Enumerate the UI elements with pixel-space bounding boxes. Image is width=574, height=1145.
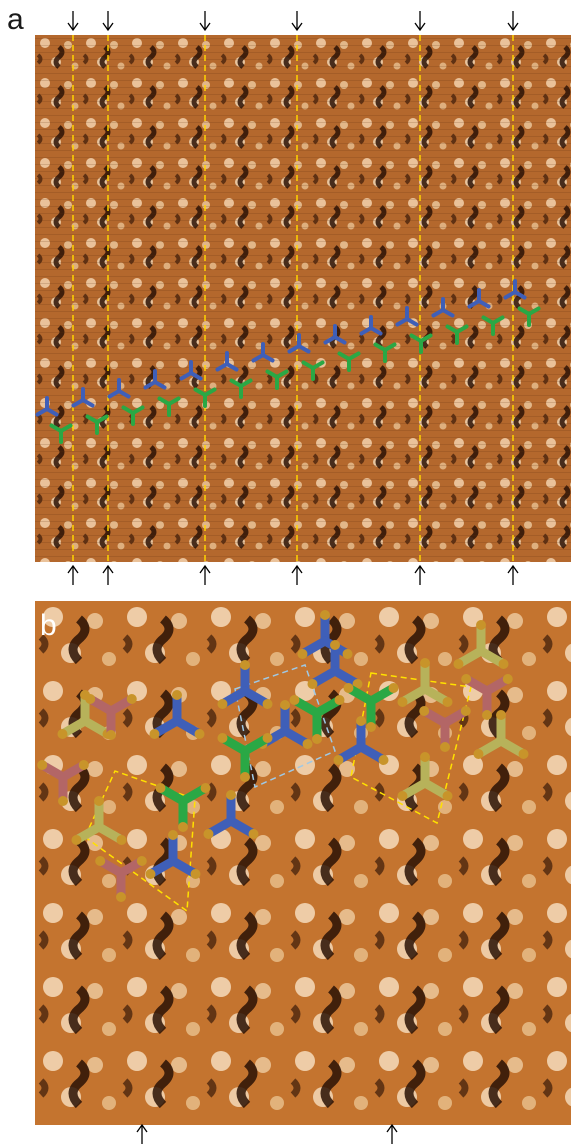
molecule-green: [49, 423, 73, 444]
down-arrow-icon: [290, 10, 304, 32]
molecule-blue: [287, 333, 311, 354]
molecule-blue: [307, 640, 363, 689]
molecule-model-overlay: [37, 610, 529, 902]
molecule-green: [193, 387, 217, 408]
up-arrow-icon: [66, 564, 80, 586]
molecule-green: [121, 405, 145, 426]
molecule-rose: [85, 694, 137, 740]
molecule-blue: [217, 660, 273, 709]
molecule-green: [229, 378, 253, 399]
molecule-olive: [453, 620, 509, 669]
stm-image-panel-b: [35, 601, 571, 1125]
molecule-green: [301, 360, 325, 381]
molecule-green: [289, 695, 345, 744]
molecule-blue: [395, 306, 419, 327]
molecule-blue: [149, 690, 205, 739]
up-arrow-icon: [101, 564, 115, 586]
molecule-rose: [419, 706, 471, 752]
molecule-green: [265, 369, 289, 390]
molecule-blue: [503, 279, 527, 300]
molecule-blue: [35, 396, 59, 417]
molecule-blue: [179, 360, 203, 381]
up-arrow-icon: [385, 1123, 399, 1145]
unit-cell-yellow-left: [84, 770, 196, 913]
guide-lines-a: [72, 35, 514, 562]
down-arrow-icon: [413, 10, 427, 32]
molecule-rose: [95, 856, 147, 902]
up-arrow-icon: [506, 564, 520, 586]
down-arrow-icon: [101, 10, 115, 32]
up-arrow-icon: [413, 564, 427, 586]
molecule-green: [217, 733, 273, 782]
molecule-olive: [397, 752, 453, 801]
molecule-green: [343, 683, 399, 732]
molecule-blue: [467, 288, 491, 309]
molecule-blue: [359, 315, 383, 336]
molecule-green: [157, 396, 181, 417]
molecule-green: [445, 324, 469, 345]
molecule-green: [481, 315, 505, 336]
molecule-olive: [473, 710, 529, 759]
stm-image-panel-a: [35, 35, 571, 562]
molecule-blue: [143, 369, 167, 390]
molecule-rose: [37, 760, 89, 806]
molecule-blue: [251, 342, 275, 363]
molecule-green: [85, 414, 109, 435]
stm-image-a: [35, 35, 571, 562]
molecule-blue: [71, 387, 95, 408]
molecule-green: [373, 342, 397, 363]
panel-b-label: b: [40, 609, 57, 642]
down-arrow-icon: [198, 10, 212, 32]
molecule-blue: [297, 610, 353, 659]
molecule-green: [409, 333, 433, 354]
panel-a-label: a: [7, 3, 24, 36]
down-arrow-icon: [506, 10, 520, 32]
molecule-rose: [461, 674, 513, 720]
molecule-blue: [203, 790, 259, 839]
up-arrow-icon: [290, 564, 304, 586]
stm-image-b: [35, 601, 571, 1125]
up-arrow-icon: [198, 564, 212, 586]
molecule-olive: [397, 658, 453, 707]
molecule-green: [517, 306, 541, 327]
molecule-green: [337, 351, 361, 372]
molecule-blue: [145, 830, 201, 879]
molecule-blue: [431, 297, 455, 318]
up-arrow-icon: [135, 1123, 149, 1145]
down-arrow-icon: [66, 10, 80, 32]
molecule-blue: [107, 378, 131, 399]
molecule-chain-overlay: [35, 279, 541, 444]
molecule-green: [155, 783, 211, 832]
unit-cell-light-blue: [234, 664, 336, 789]
molecule-blue: [333, 716, 389, 765]
molecule-olive: [71, 796, 127, 845]
molecule-blue: [215, 351, 239, 372]
molecule-blue: [323, 324, 347, 345]
